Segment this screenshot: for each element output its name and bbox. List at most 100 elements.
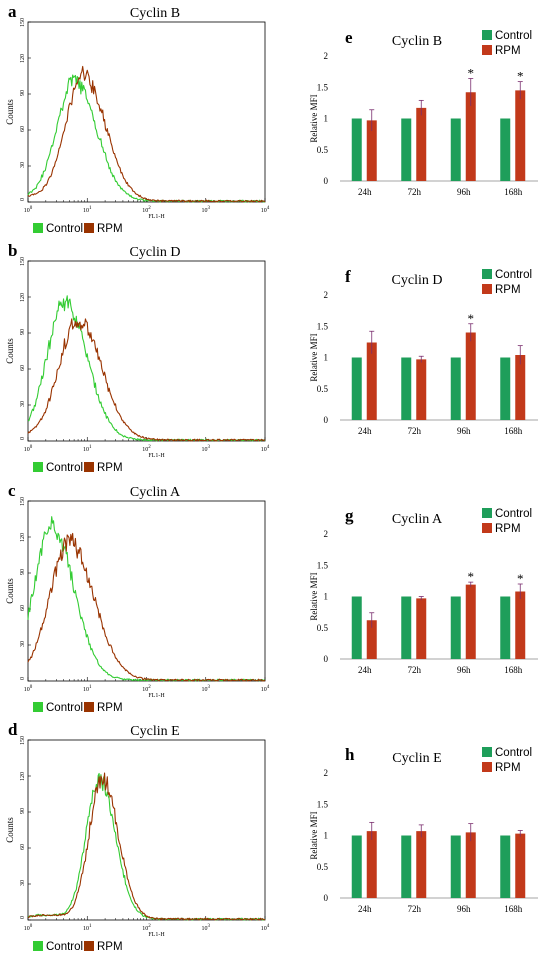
legend-label-control: Control [46,702,83,714]
x-tick-exponent: 1 [89,445,92,450]
y-tick-label: 0 [324,415,329,425]
panel-letter: a [8,2,17,21]
bar-control-168h [500,118,511,181]
y-tick-label: 0 [324,654,329,664]
legend-label-rpm: RPM [97,462,123,474]
x-tick-label: 104 [261,685,270,693]
bar-rpm-168h [515,591,526,659]
x-tick-base: 10 [261,447,267,453]
y-tick-label: 1.5 [317,321,329,331]
x-tick-exponent: 2 [148,685,151,690]
y-tick-label: 150 [20,497,26,506]
y-tick-label: 2 [324,768,329,778]
x-tick-exponent: 3 [208,685,211,690]
x-tick-base: 10 [83,447,89,453]
x-tick-label: 72h [408,904,422,914]
y-axis-label: Relative MFI [309,811,319,859]
significance-star: * [468,311,475,326]
x-tick-label: 100 [24,685,33,693]
plot-frame [27,21,266,203]
panel-letter: h [345,745,355,764]
x-tick-exponent: 4 [267,685,270,690]
y-tick-label: 60 [20,605,26,611]
x-tick-label: 101 [83,924,92,932]
chart-title: Cyclin B [392,34,442,49]
x-axis-label: FL1-H [148,453,165,459]
x-tick-exponent: 3 [208,445,211,450]
y-tick-label: 1 [324,353,329,363]
legend-label-rpm: RPM [495,762,521,774]
x-tick-label: 96h [457,904,471,914]
y-axis-label: Counts [5,99,15,125]
legend-label-control: Control [46,223,83,235]
bar-control-96h [450,118,461,181]
y-tick-label: 120 [20,293,26,302]
legend-swatch-control [33,223,43,233]
histogram-rpm [27,772,266,921]
x-tick-label: 102 [142,924,151,932]
y-tick-label: 90 [20,569,26,575]
bar-rpm-72h [416,831,427,898]
bar-rpm-24h [366,342,377,420]
bar-control-72h [401,835,412,898]
y-tick-label: 150 [20,18,26,27]
x-tick-base: 10 [142,447,148,453]
bar-control-96h [450,835,461,898]
y-tick-label: 150 [20,736,26,745]
y-tick-label: 2 [324,529,329,539]
legend-label-rpm: RPM [97,941,123,953]
y-axis-label: Counts [5,578,15,604]
x-tick-exponent: 1 [89,206,92,211]
legend-swatch-rpm [84,223,94,233]
x-tick-exponent: 2 [148,206,151,211]
x-tick-label: 100 [24,206,33,214]
x-tick-label: 96h [457,665,471,675]
x-tick-exponent: 3 [208,924,211,929]
chart-title: Cyclin A [130,485,181,500]
legend-label-rpm: RPM [97,223,123,235]
bar-rpm-24h [366,120,377,181]
y-tick-label: 60 [20,365,26,371]
x-tick-base: 10 [202,687,208,693]
bar-rpm-168h [515,833,526,898]
y-tick-label: 60 [20,844,26,850]
chart-title: Cyclin A [392,512,443,527]
x-tick-base: 10 [24,687,30,693]
bar-rpm-96h [465,332,476,420]
bar-control-24h [351,835,362,898]
legend-swatch-control [482,30,492,40]
x-tick-label: 101 [83,445,92,453]
x-tick-label: 101 [83,206,92,214]
x-tick-label: 103 [202,445,211,453]
x-tick-label: 168h [504,426,523,436]
x-tick-exponent: 1 [89,924,92,929]
x-tick-exponent: 0 [30,924,33,929]
x-tick-exponent: 4 [267,445,270,450]
legend-swatch-rpm [482,762,492,772]
y-tick-label: 1.5 [317,82,329,92]
x-tick-exponent: 2 [148,445,151,450]
x-tick-label: 100 [24,924,33,932]
panel-letter: b [8,241,17,260]
legend-swatch-rpm [84,702,94,712]
legend-swatch-rpm [482,45,492,55]
x-tick-label: 24h [358,426,372,436]
x-tick-base: 10 [24,208,30,214]
x-tick-base: 10 [83,208,89,214]
y-tick-label: 120 [20,54,26,63]
histogram-control [27,295,266,442]
significance-star: * [517,571,524,586]
legend-swatch-control [33,462,43,472]
y-tick-label: 2 [324,290,329,300]
x-tick-label: 24h [358,665,372,675]
x-tick-exponent: 4 [267,924,270,929]
bar-control-168h [500,835,511,898]
y-axis-label: Counts [5,817,15,843]
legend-swatch-control [482,747,492,757]
chart-title: Cyclin D [130,245,181,260]
x-tick-exponent: 3 [208,206,211,211]
